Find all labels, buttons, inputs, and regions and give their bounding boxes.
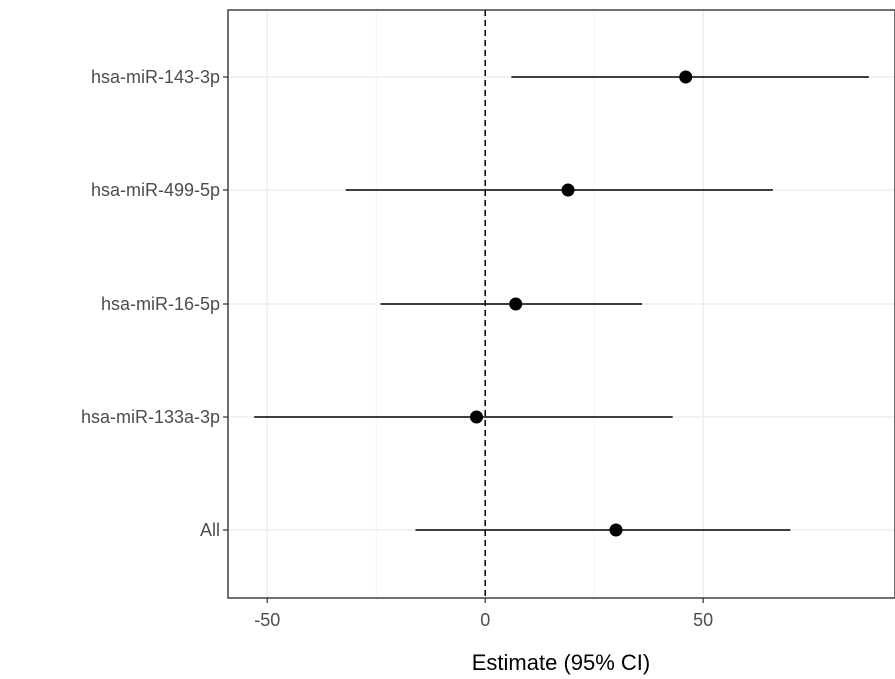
x-axis-title: Estimate (95% CI) [472, 650, 651, 675]
estimate-point [562, 184, 575, 197]
y-tick-label: hsa-miR-143-3p [91, 67, 220, 87]
estimate-point [470, 411, 483, 424]
estimate-point [679, 71, 692, 84]
x-tick-label: -50 [254, 610, 280, 630]
y-tick-label: hsa-miR-133a-3p [81, 407, 220, 427]
y-tick-label: All [200, 520, 220, 540]
estimate-point [609, 524, 622, 537]
x-tick-label: 50 [693, 610, 713, 630]
y-tick-label: hsa-miR-499-5p [91, 180, 220, 200]
estimate-point [509, 298, 522, 311]
ticks-layer: hsa-miR-143-3p hsa-miR-499-5p hsa-miR-16-5… [81, 67, 713, 630]
y-tick-label: hsa-miR-16-5p [101, 294, 220, 314]
x-tick-label: 0 [480, 610, 490, 630]
